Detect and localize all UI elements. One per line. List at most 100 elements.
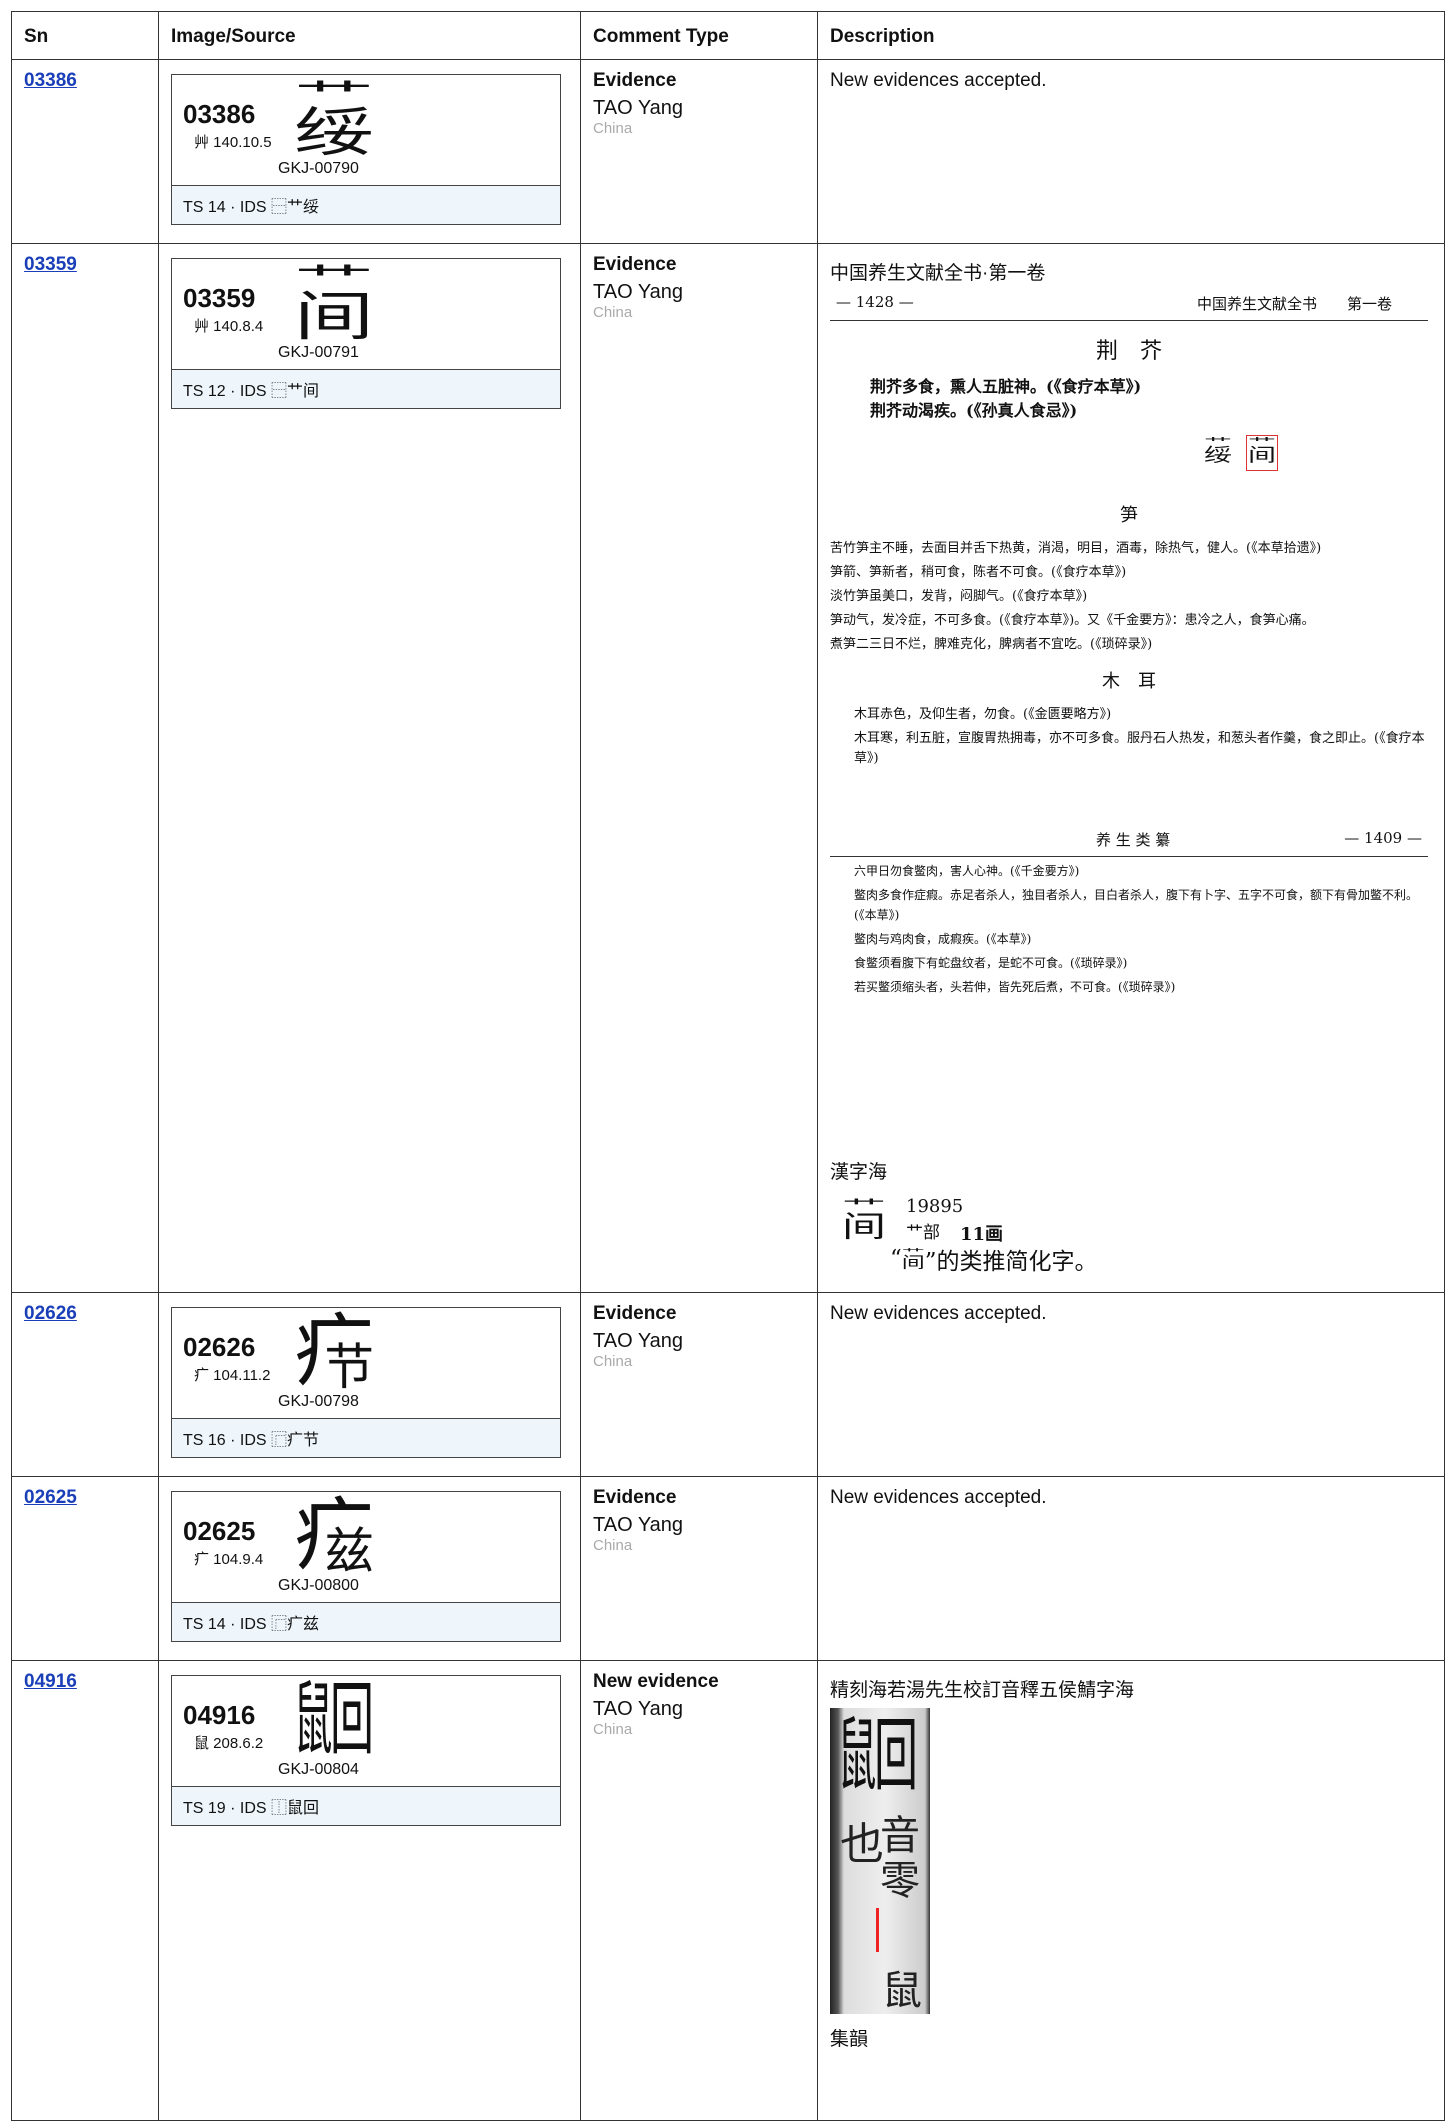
- sn-link[interactable]: 03359: [24, 254, 77, 275]
- table-row: 02625 02625 疒 104.9.4 疒兹 GKJ-00800 TS 14 · ID…: [11, 1476, 1445, 1661]
- scan-glyph: 鼠回: [838, 1716, 918, 1801]
- sn-link[interactable]: 02625: [24, 1487, 77, 1508]
- glyph: 鼠回: [838, 1716, 918, 1796]
- author: TAO Yang: [593, 1330, 684, 1352]
- country: China: [593, 120, 633, 137]
- table-row: 04916 04916 鼠 208.6.2 鼠回 GKJ-00804 TS 19 · ID…: [11, 1660, 1445, 2121]
- scan-book-title: 中国养生文献全书 第一卷: [1196, 295, 1392, 313]
- review-table: Sn Image/Source Comment Type Description 03…: [11, 11, 1445, 2121]
- card-glyph: 疒兹: [294, 1496, 374, 1582]
- glyph: 艹间: [294, 263, 374, 343]
- card-glyph: 艹绥: [294, 79, 374, 165]
- sn-cell: 02625: [11, 1476, 159, 1661]
- card-sn: 02625: [183, 1516, 256, 1546]
- card-radical: 艸 140.10.5: [194, 134, 272, 151]
- image-cell: 02625 疒 104.9.4 疒兹 GKJ-00800 TS 14 · IDS ⿸疒兹: [158, 1476, 581, 1661]
- glyph-part: 间: [294, 285, 374, 347]
- sn-link[interactable]: 04916: [24, 1671, 77, 1692]
- glyph: 艹间: [842, 1198, 886, 1242]
- card-source: GKJ-00804: [278, 1761, 359, 1778]
- glyph-card: 03359 艸 140.8.4 艹间 GKJ-00791 TS 12 · IDS ⿱艹间: [171, 258, 561, 409]
- card-main: 02625 疒 104.9.4 疒兹 GKJ-00800: [172, 1492, 560, 1602]
- image-cell: 02626 疒 104.11.2 疒节 GKJ-00798 TS 16 · IDS ⿸疒…: [158, 1292, 581, 1477]
- scan-line: 荆芥动渴疾。(《孙真人食忌》): [870, 401, 1078, 420]
- scan-line: 煮笋二三日不烂，脾难克化，脾病者不宜吃。(《琐碎录》): [830, 637, 1153, 652]
- glyph: 疒兹: [294, 1496, 374, 1576]
- card-radical: 鼠 208.6.2: [194, 1735, 264, 1752]
- glyph-part: 鼠: [294, 1673, 333, 1766]
- glyph-part: 绥: [294, 101, 374, 163]
- country: China: [593, 304, 633, 321]
- scan-line: 鳖肉与鸡肉食，成瘕疾。(《本草》): [854, 932, 1032, 946]
- scan-char: 音: [880, 1813, 920, 1859]
- glyph: 艹间: [901, 1246, 925, 1272]
- card-sn: 02626: [183, 1332, 256, 1362]
- scan-running-head: 养 生 类 纂 — 1409 —: [830, 829, 1428, 857]
- scan-char: 零: [880, 1858, 920, 1904]
- card-main: 03359 艸 140.8.4 艹间 GKJ-00791: [172, 259, 560, 369]
- comment-cell: New evidence TAO Yang China: [580, 1660, 818, 2121]
- card-glyph: 鼠回: [294, 1680, 374, 1766]
- dict-strokes: 11画: [960, 1224, 1004, 1245]
- glyph-part: 艹: [294, 260, 374, 296]
- glyph-part: 绥: [1204, 444, 1233, 467]
- comment-type: Evidence: [593, 1487, 677, 1508]
- sn-link[interactable]: 03386: [24, 70, 77, 91]
- highlight-box: 艹间: [1246, 435, 1278, 471]
- glyph-card: 02626 疒 104.11.2 疒节 GKJ-00798 TS 16 · IDS ⿸疒…: [171, 1307, 561, 1458]
- card-source: GKJ-00790: [278, 160, 359, 177]
- glyph-part: 艹: [901, 1246, 925, 1257]
- country: China: [593, 1537, 633, 1554]
- card-footer: TS 12 · IDS ⿱艹间: [172, 369, 560, 408]
- description-cell: New evidences accepted.: [817, 59, 1445, 244]
- glyph: 艹绥: [1204, 437, 1232, 465]
- evidence-caption: 中国养生文献全书·第一卷: [830, 263, 1046, 284]
- dict-radical: 艹部: [906, 1223, 940, 1243]
- scan-page-number: — 1428 —: [836, 293, 914, 311]
- comment-type: Evidence: [593, 254, 677, 275]
- column-header: Sn: [11, 11, 159, 60]
- card-glyph: 疒节: [294, 1312, 374, 1398]
- glyph-part: 艹: [1248, 435, 1277, 449]
- evidence-caption: 精刻海若湯先生校訂音釋五侯鯖字海: [830, 1680, 1135, 1701]
- card-source: GKJ-00791: [278, 344, 359, 361]
- glyph-part: 间: [842, 1210, 886, 1244]
- glyph: 鼠回: [294, 1680, 374, 1760]
- scan-line: 笋动气，发冷症，不可多食。(《食疗本草》)。又《千金要方》：患冷之人，食笋心痛。: [830, 613, 1315, 628]
- dict-note: “艹间 ”的类推简化字。: [890, 1242, 1098, 1276]
- sn-cell: 03386: [11, 59, 159, 244]
- glyph-card: 02625 疒 104.9.4 疒兹 GKJ-00800 TS 14 · IDS ⿸疒兹: [171, 1491, 561, 1642]
- glyph-card: 04916 鼠 208.6.2 鼠回 GKJ-00804 TS 19 · IDS ⿰鼠回: [171, 1675, 561, 1826]
- evidence-scan: — 1428 — 中国养生文献全书 第一卷荆 芥荆芥多食，熏人五脏神。(《食疗本草…: [830, 293, 1428, 1139]
- scan-char: 也: [840, 1819, 884, 1870]
- description: New evidences accepted.: [830, 1487, 1047, 1508]
- sn-link[interactable]: 02626: [24, 1303, 77, 1324]
- description: New evidences accepted.: [830, 1303, 1047, 1324]
- author: TAO Yang: [593, 97, 684, 119]
- comment-type: New evidence: [593, 1671, 719, 1692]
- glyph-part: 节: [324, 1338, 374, 1396]
- scan-char: 鼠: [882, 1968, 922, 2014]
- comment-type: Evidence: [593, 70, 677, 91]
- dict-note-open: “: [890, 1246, 902, 1272]
- glyph: 艹间: [1248, 437, 1276, 465]
- description-cell: 精刻海若湯先生校訂音釋五侯鯖字海鼠回也音零鼠集韻: [817, 1660, 1445, 2121]
- card-main: 04916 鼠 208.6.2 鼠回 GKJ-00804: [172, 1676, 560, 1786]
- glyph-part: 疒: [294, 1489, 374, 1582]
- glyph-card: 03386 艸 140.10.5 艹绥 GKJ-00790 TS 14 · IDS ⿱艹…: [171, 74, 561, 225]
- scan-heading: 木 耳: [1102, 671, 1156, 692]
- dict-glyph: 艹间: [842, 1198, 886, 1247]
- card-main: 02626 疒 104.11.2 疒节 GKJ-00798: [172, 1308, 560, 1418]
- scan-line: 若买鳖须缩头者，头若伸，皆先死后煮，不可食。(《琐碎录》): [854, 980, 1176, 994]
- sn-cell: 03359: [11, 243, 159, 1293]
- dict-number: 19895: [906, 1196, 964, 1217]
- comment-cell: Evidence TAO Yang China: [580, 1476, 818, 1661]
- author: TAO Yang: [593, 1514, 684, 1536]
- scan-line: 木耳寒，利五脏，宣腹胃热拥毒，亦不可多食。服丹石人热发，和葱头者作羹，食之即止。…: [854, 731, 1425, 766]
- scan-line: 荆芥多食，熏人五脏神。(《食疗本草》): [870, 377, 1142, 396]
- glyph-part: 间: [901, 1254, 925, 1272]
- card-glyph: 艹间: [294, 263, 374, 349]
- author: TAO Yang: [593, 1698, 684, 1720]
- card-radical: 疒 104.9.4: [194, 1551, 264, 1568]
